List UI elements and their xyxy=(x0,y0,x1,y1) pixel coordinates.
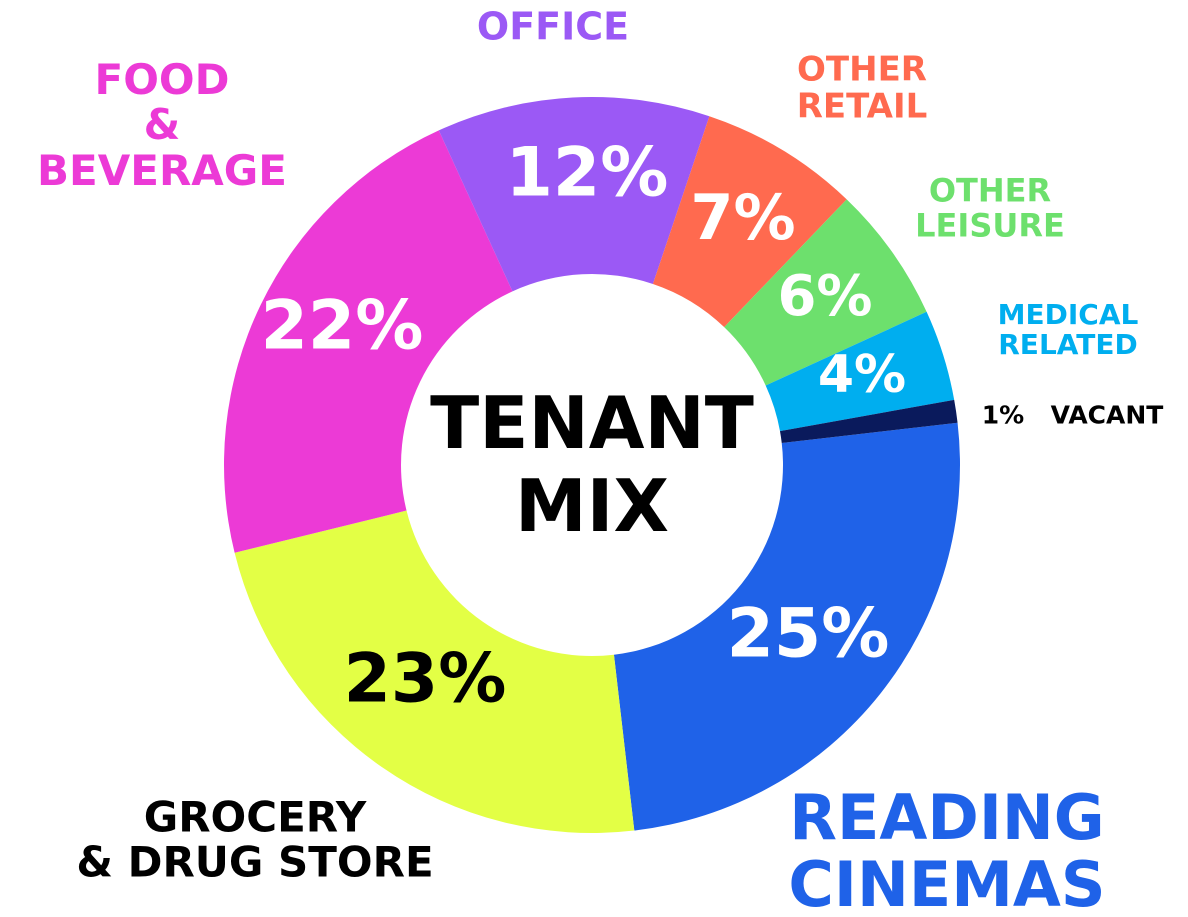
slice xyxy=(779,399,958,444)
slice xyxy=(224,130,513,553)
slice xyxy=(724,199,927,386)
category-label: OFFICE xyxy=(476,4,630,49)
value-label: 7% xyxy=(690,181,795,254)
value-label: 25% xyxy=(727,595,890,674)
category-label: FOOD & BEVERAGE xyxy=(37,54,287,195)
value-label: 4% xyxy=(818,345,906,405)
chart-title: TENANT MIX xyxy=(430,381,754,548)
value-label: 6% xyxy=(777,264,872,329)
value-label: 12% xyxy=(506,134,669,213)
value-label: 1% xyxy=(981,400,1025,430)
category-label: GROCERY & DRUG STORE xyxy=(76,792,434,887)
slice xyxy=(652,116,847,328)
slice xyxy=(765,311,955,432)
slice xyxy=(438,97,710,292)
category-label: MEDICAL RELATED xyxy=(997,297,1139,361)
value-label: 23% xyxy=(344,640,507,719)
category-label: VACANT xyxy=(1050,400,1164,430)
category-label: OTHER RETAIL xyxy=(796,49,928,126)
category-label: READING CINEMAS xyxy=(788,781,1106,917)
value-label: 22% xyxy=(261,287,424,366)
slice xyxy=(234,510,635,833)
slice xyxy=(613,422,960,831)
category-label: OTHER LEISURE xyxy=(915,171,1065,244)
